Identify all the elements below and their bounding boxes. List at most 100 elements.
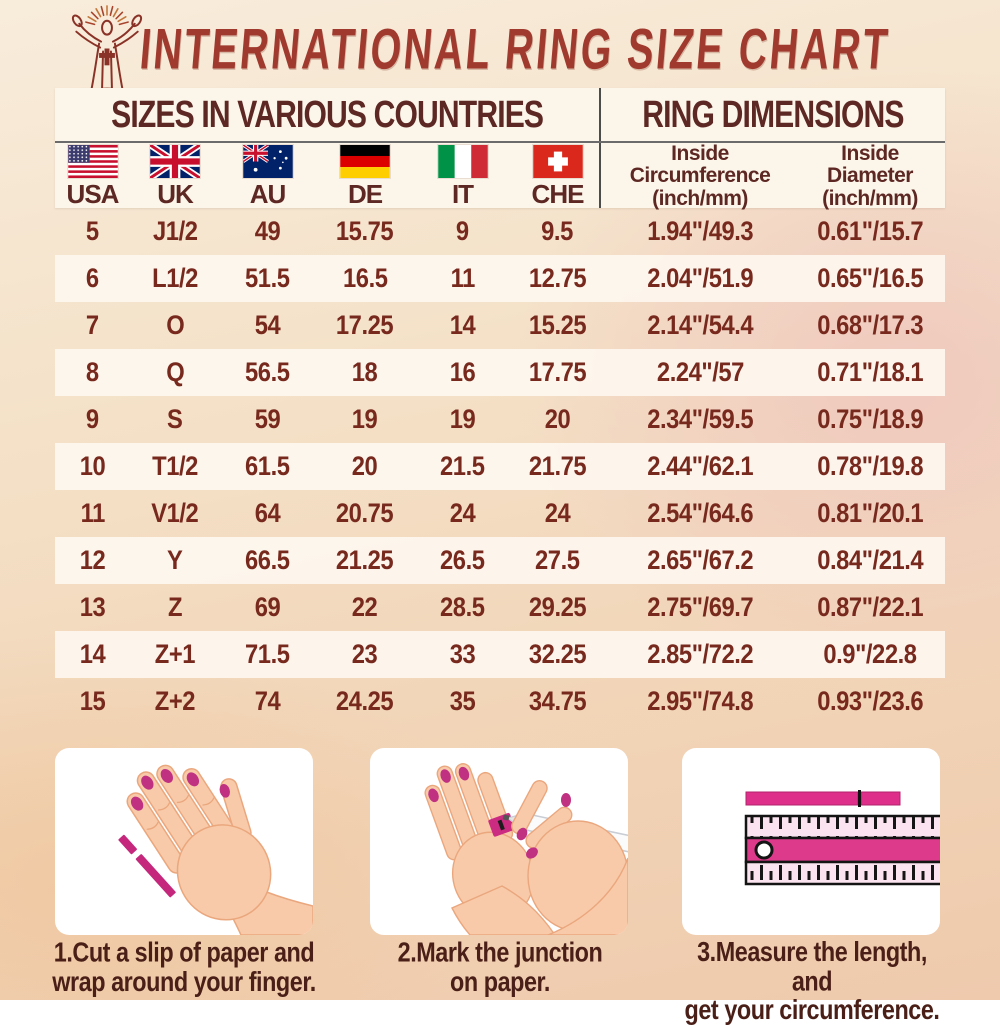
size-value-cell: 8	[86, 357, 99, 387]
section-header-dimensions: RING DIMENSIONS	[641, 92, 904, 136]
size-value-cell: T1/2	[152, 451, 198, 481]
size-value-cell: 21.5	[440, 451, 485, 481]
size-value-cell: 0.81"/20.1	[817, 498, 923, 528]
size-value-cell: 16	[449, 357, 476, 387]
size-value-cell: 0.65"/16.5	[817, 263, 923, 293]
page-title: INTERNATIONAL RING SIZE CHART	[137, 15, 893, 81]
size-value-cell: 20	[352, 451, 378, 481]
size-value-cell: V1/2	[151, 498, 199, 528]
size-value-cell: 0.71"/18.1	[817, 357, 923, 387]
size-value-cell: 28.5	[440, 592, 485, 622]
size-value-cell: 9	[456, 216, 469, 246]
size-value-cell: 22	[352, 592, 378, 622]
size-value-cell: Z+1	[154, 639, 196, 669]
dimension-header-line: (inch/mm)	[822, 186, 918, 210]
size-value-cell: L1/2	[152, 263, 198, 293]
table-row: 15 Z+2 74 24.25 35 34.75 2.95"/74.8 0.93"/23.6	[55, 678, 945, 725]
size-value-cell: 10	[79, 451, 106, 481]
dimension-header-line: Circumference	[629, 164, 771, 188]
size-value-cell: 0.68"/17.3	[817, 310, 923, 340]
size-value-cell: 9.5	[541, 216, 574, 246]
size-value-cell: 14	[449, 310, 476, 340]
size-value-cell: 19	[352, 404, 378, 434]
size-value-cell: 2.54"/64.6	[647, 498, 753, 528]
caption-line: wrap around your finger.	[52, 965, 316, 997]
size-value-cell: 23	[352, 639, 378, 669]
country-column-header-uk: UK	[130, 145, 220, 207]
size-value-cell: 20.75	[336, 498, 394, 528]
size-value-cell: 0.61"/15.7	[817, 216, 923, 246]
country-column-header-au: AU	[220, 145, 315, 207]
size-value-cell: 69	[254, 592, 281, 622]
size-value-cell: 2.85"/72.2	[647, 639, 753, 669]
table-row: 12 Y 66.5 21.25 26.5 27.5 2.65"/67.2 0.84"/21.4	[55, 537, 945, 584]
dimension-header-line: Inside	[671, 142, 729, 165]
size-value-cell: 18	[352, 357, 378, 387]
size-value-cell: 0.75"/18.9	[817, 404, 923, 434]
instruction-caption-1: 1.Cut a slip of paper and wrap around yo…	[49, 936, 319, 997]
caption-line: 1.Cut a slip of paper and	[53, 936, 315, 969]
size-value-cell: 9	[86, 404, 99, 434]
size-value-cell: 32.25	[528, 639, 587, 669]
che-flag-icon	[532, 145, 583, 179]
table-row: 14 Z+1 71.5 23 33 32.25 2.85"/72.2 0.9"/22.8	[55, 631, 945, 678]
table-row: 9 S 59 19 19 20 2.34"/59.5 0.75"/18.9	[55, 396, 945, 443]
size-value-cell: 2.95"/74.8	[647, 686, 753, 716]
size-value-cell: J1/2	[152, 216, 198, 246]
size-value-cell: 13	[79, 592, 106, 622]
usa-flag-icon	[67, 145, 118, 179]
size-value-cell: 19	[449, 404, 476, 434]
size-chart-table: SIZES IN VARIOUS COUNTRIES RING DIMENSIO…	[55, 88, 945, 725]
table-body: 5 J1/2 49 15.75 9 9.5 1.94"/49.3 0.61"/15.7 6 L1/…	[55, 208, 945, 725]
size-value-cell: 12	[79, 545, 106, 575]
de-flag-icon	[340, 145, 390, 179]
size-value-cell: 51.5	[245, 263, 290, 293]
size-value-cell: 59	[254, 404, 281, 434]
country-code-label: IT	[451, 179, 474, 210]
size-value-cell: 2.34"/59.5	[647, 404, 753, 434]
instruction-panel-1	[55, 748, 313, 935]
dimension-column-header: Inside Circumference (inch/mm)	[605, 142, 795, 210]
country-column-header-usa: USA	[55, 145, 130, 207]
size-value-cell: 12.75	[528, 263, 587, 293]
size-value-cell: 11	[80, 498, 105, 528]
table-row: 13 Z 69 22 28.5 29.25 2.75"/69.7 0.87"/22.1	[55, 584, 945, 631]
size-value-cell: 56.5	[245, 357, 290, 387]
size-value-cell: 34.75	[528, 686, 587, 716]
country-column-header-che: CHE	[510, 145, 605, 207]
size-value-cell: 0.87"/22.1	[817, 592, 923, 622]
size-value-cell: 33	[449, 639, 476, 669]
size-value-cell: Y	[167, 545, 183, 575]
au-flag-icon	[242, 145, 293, 179]
country-code-label: UK	[157, 179, 194, 210]
size-value-cell: 24.25	[336, 686, 394, 716]
size-value-cell: 24	[544, 498, 571, 528]
country-code-label: DE	[347, 179, 383, 210]
size-value-cell: 74	[254, 686, 281, 716]
header-horizontal-divider	[55, 141, 945, 143]
size-value-cell: 20	[544, 404, 571, 434]
caption-line: 2.Mark the junction	[397, 936, 603, 969]
size-value-cell: 0.84"/21.4	[817, 545, 923, 575]
size-value-cell: 2.65"/67.2	[647, 545, 753, 575]
size-value-cell: 7	[86, 310, 99, 340]
size-value-cell: 16.5	[342, 263, 388, 293]
size-value-cell: 11	[450, 263, 475, 293]
size-value-cell: 2.44"/62.1	[647, 451, 753, 481]
country-code-label: USA	[66, 179, 120, 210]
country-column-header-it: IT	[415, 145, 510, 207]
table-row: 10 T1/2 61.5 20 21.5 21.75 2.44"/62.1 0.78"/19.…	[55, 443, 945, 490]
size-value-cell: 54	[254, 310, 281, 340]
size-value-cell: 0.93"/23.6	[817, 686, 923, 716]
size-value-cell: 29.25	[528, 592, 587, 622]
hand-with-paper-strip-illustration	[118, 764, 313, 935]
dimension-header-line: (inch/mm)	[652, 186, 748, 210]
size-value-cell: Q	[165, 357, 185, 387]
instruction-caption-2: 2.Mark the junction on paper.	[365, 936, 635, 997]
size-value-cell: 5	[86, 216, 99, 246]
size-value-cell: 17.25	[336, 310, 394, 340]
size-value-cell: Z	[167, 592, 183, 622]
size-value-cell: 1.94"/49.3	[647, 216, 753, 246]
size-value-cell: 26.5	[440, 545, 485, 575]
